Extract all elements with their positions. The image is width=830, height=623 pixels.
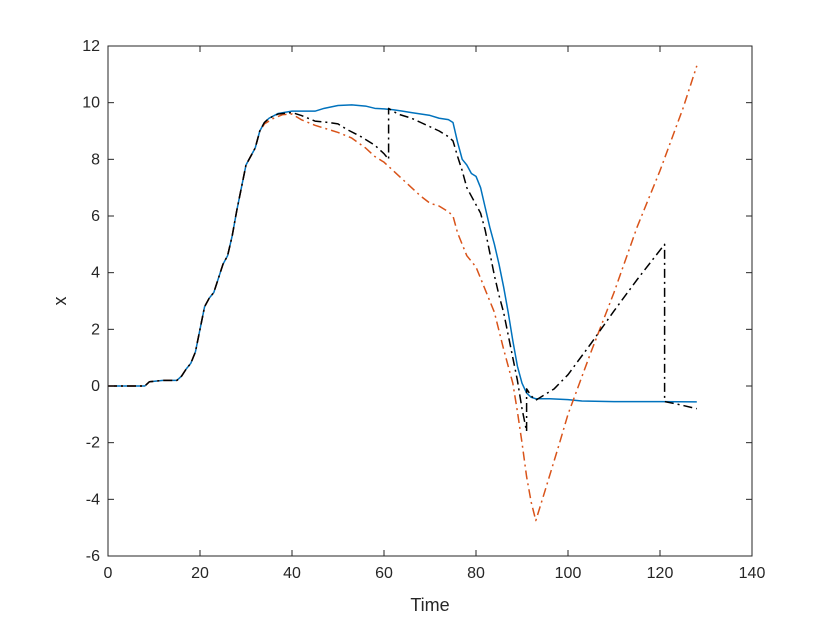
series-line-1 — [108, 104, 697, 403]
y-tick-label: 6 — [91, 208, 100, 225]
x-tick-label: 140 — [739, 565, 766, 582]
x-axis-label: Time — [410, 595, 449, 615]
y-tick-label: 4 — [91, 265, 100, 282]
series-line-3 — [108, 107, 697, 433]
series-layer — [108, 65, 698, 522]
y-tick-label: 0 — [91, 378, 100, 395]
x-tick-label: 60 — [375, 565, 393, 582]
plot-area-border — [107, 45, 753, 557]
y-tick-label: 2 — [91, 321, 100, 338]
x-tick-label: 20 — [191, 565, 209, 582]
x-tick-label: 0 — [104, 565, 113, 582]
y-tick-label: -6 — [86, 548, 100, 565]
x-tick-label: 100 — [555, 565, 582, 582]
series-line-2 — [108, 65, 698, 522]
x-tick-label: 80 — [467, 565, 485, 582]
ticks-layer: 0 20 40 60 80 100 120 140 -6 -4 -2 0 2 4 6 8 10 12 — [82, 38, 765, 582]
y-tick-label: 12 — [82, 38, 100, 55]
x-tick-label: 40 — [283, 565, 301, 582]
x-tick-label: 120 — [647, 565, 674, 582]
y-axis-label: x — [50, 297, 70, 306]
y-tick-label: -4 — [86, 491, 100, 508]
y-tick-label: 8 — [91, 151, 100, 168]
y-tick-label: -2 — [86, 435, 100, 452]
y-tick-label: 10 — [82, 95, 100, 112]
